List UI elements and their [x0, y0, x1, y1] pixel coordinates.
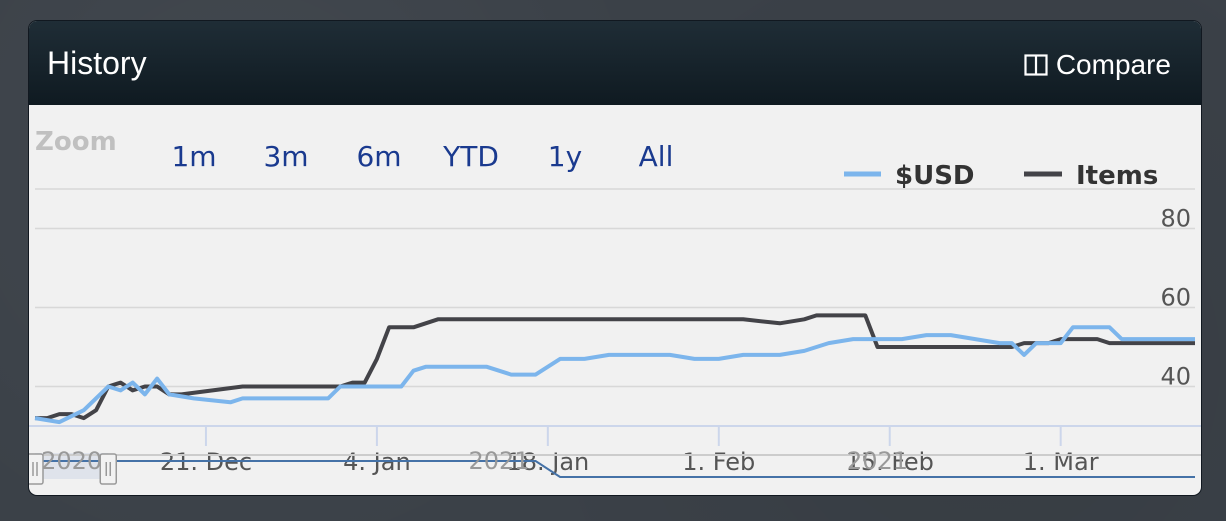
grid-lines — [35, 188, 1195, 388]
legend-label-usd: $USD — [895, 161, 975, 191]
history-panel: History Compare Zoom 1m 3m 6m YTD 1y All $USD… — [29, 21, 1201, 495]
y-tick-label: 40 — [1160, 363, 1191, 391]
navigator[interactable]: 2020 2021 2021 — [29, 447, 1201, 485]
zoom-button-1y[interactable]: 1y — [548, 140, 582, 173]
navigator-series — [35, 460, 1195, 478]
x-tick-label: 15. Feb — [846, 448, 934, 476]
zoom-button-6m[interactable]: 6m — [356, 140, 401, 173]
navigator-handle-body — [29, 453, 44, 485]
navigator-label: 2021 — [847, 447, 908, 475]
zoom-button-3m[interactable]: 3m — [263, 140, 308, 173]
zoom-button-ytd[interactable]: YTD — [442, 140, 499, 173]
legend-item-usd[interactable]: $USD — [844, 161, 975, 191]
navigator-handle-body — [99, 453, 118, 485]
zoom-label: Zoom — [35, 127, 117, 157]
x-tick-label: 1. Feb — [682, 448, 755, 476]
series-layer — [34, 313, 1195, 425]
y-axis-ticks: 40 60 80 — [1160, 205, 1191, 391]
y-tick-label: 60 — [1160, 284, 1191, 312]
x-axis: 21. Dec 4. Jan 18. Jan 1. Feb 15. Feb 1. Mar — [29, 425, 1201, 476]
compare-label: Compare — [1055, 49, 1171, 80]
legend-item-items[interactable]: Items — [1024, 161, 1158, 191]
panel-title: History — [47, 45, 147, 81]
x-tick-label: 1. Mar — [1023, 448, 1099, 476]
legend-label-items: Items — [1076, 161, 1158, 191]
navigator-handle-left[interactable] — [29, 453, 44, 485]
y-tick-label: 80 — [1160, 205, 1191, 233]
navigator-mask[interactable] — [35, 453, 109, 479]
compare-button[interactable]: Compare — [1024, 49, 1171, 81]
legend: $USD Items — [844, 161, 1158, 191]
navigator-handle-right[interactable] — [99, 453, 118, 485]
zoom-button-1m[interactable]: 1m — [171, 140, 216, 173]
series-line-items[interactable] — [35, 313, 1195, 421]
panel-header: History Compare — [29, 21, 1201, 105]
zoom-buttons: 1m 3m 6m YTD 1y All — [171, 140, 673, 173]
navigator-label: 2021 — [468, 447, 529, 475]
zoom-button-all[interactable]: All — [639, 140, 674, 173]
navigator-label: 2020 — [41, 447, 102, 475]
series-line-usd[interactable] — [34, 325, 1195, 425]
columns-icon — [1024, 54, 1048, 76]
